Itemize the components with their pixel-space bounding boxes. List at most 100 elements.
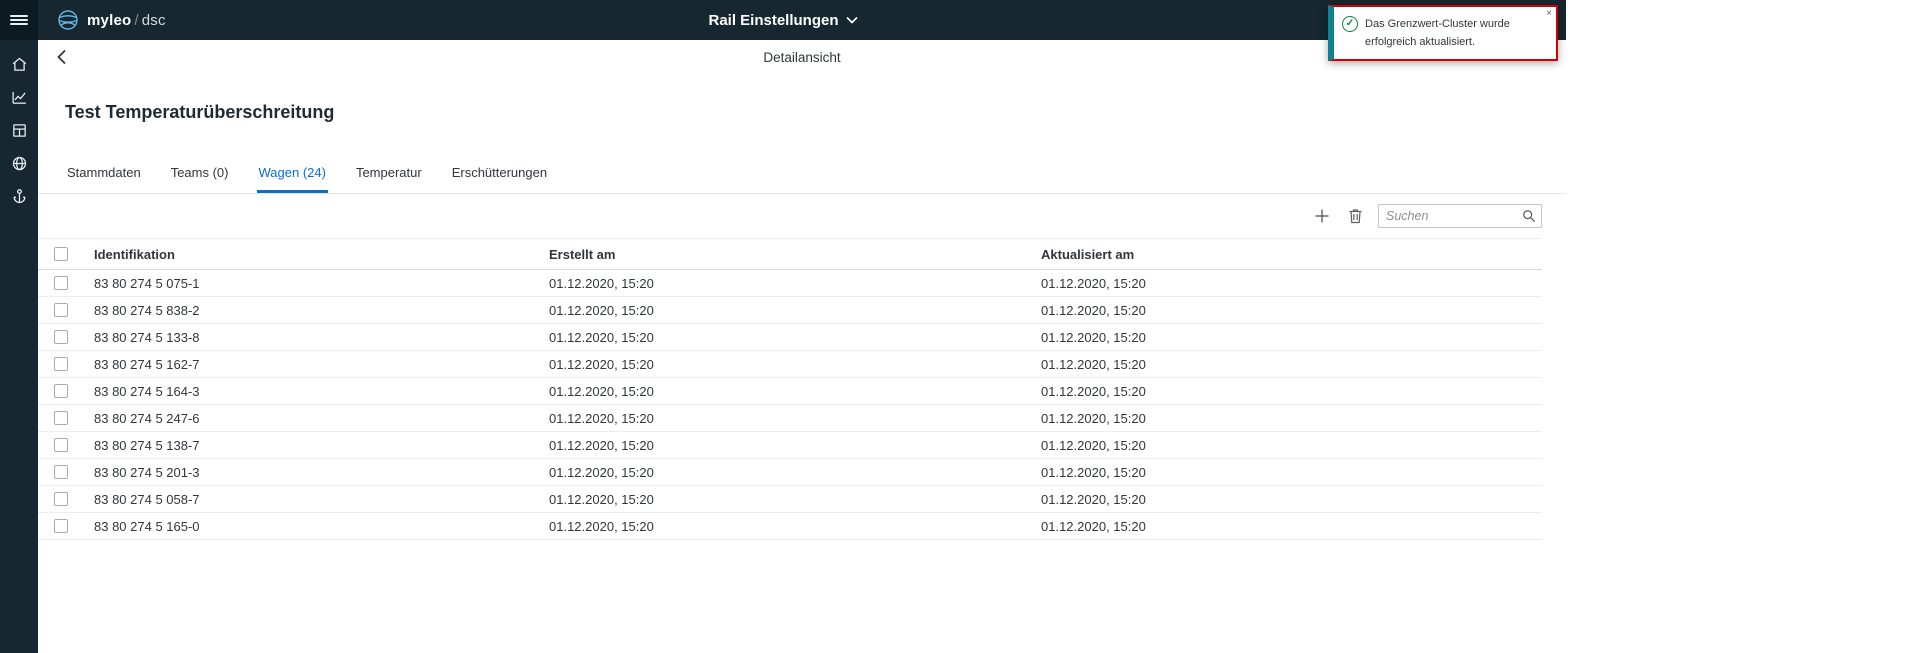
cell-erstellt-am: 01.12.2020, 15:20 (549, 518, 654, 534)
row-checkbox[interactable] (54, 438, 68, 452)
globe-icon (11, 155, 28, 172)
select-all-checkbox[interactable] (54, 247, 68, 261)
cell-aktualisiert-am: 01.12.2020, 15:20 (1041, 275, 1146, 291)
cell-erstellt-am: 01.12.2020, 15:20 (549, 491, 654, 507)
cell-aktualisiert-am: 01.12.2020, 15:20 (1041, 491, 1146, 507)
row-checkbox[interactable] (54, 384, 68, 398)
cell-identifikation: 83 80 274 5 133-8 (94, 329, 200, 345)
tab-teams[interactable]: Teams (0) (170, 165, 229, 180)
main-content: Detailansicht Test Temperaturüberschreit… (38, 40, 1566, 653)
cell-identifikation: 83 80 274 5 075-1 (94, 275, 200, 291)
detail-view-title: Detailansicht (763, 49, 841, 65)
column-header-identifikation: Identifikation (94, 246, 175, 262)
cell-aktualisiert-am: 01.12.2020, 15:20 (1041, 302, 1146, 318)
row-checkbox[interactable] (54, 465, 68, 479)
cell-identifikation: 83 80 274 5 838-2 (94, 302, 200, 318)
column-header-erstellt-am: Erstellt am (549, 246, 616, 262)
home-icon (11, 56, 28, 73)
chart-icon (11, 89, 28, 106)
anchor-icon (11, 188, 28, 205)
cell-identifikation: 83 80 274 5 058-7 (94, 491, 200, 507)
sidebar-item-anchor[interactable] (0, 180, 38, 213)
table-row[interactable]: 83 80 274 5 838-2 01.12.2020, 15:20 01.1… (38, 297, 1542, 324)
cell-erstellt-am: 01.12.2020, 15:20 (549, 275, 654, 291)
row-checkbox[interactable] (54, 357, 68, 371)
app-title-dropdown[interactable]: Rail Einstellungen (708, 11, 858, 29)
hamburger-icon (10, 13, 28, 27)
row-checkbox[interactable] (54, 303, 68, 317)
table-body: 83 80 274 5 075-1 01.12.2020, 15:20 01.1… (38, 270, 1542, 540)
table-header-row: Identifikation Erstellt am Aktualisiert … (38, 239, 1542, 270)
success-check-icon: ✓ (1342, 16, 1358, 32)
cell-identifikation: 83 80 274 5 138-7 (94, 437, 200, 453)
sidebar-item-global[interactable] (0, 147, 38, 180)
wagen-table: Identifikation Erstellt am Aktualisiert … (38, 238, 1542, 540)
cell-aktualisiert-am: 01.12.2020, 15:20 (1041, 518, 1146, 534)
table-row[interactable]: 83 80 274 5 162-7 01.12.2020, 15:20 01.1… (38, 351, 1542, 378)
back-button[interactable] (50, 40, 73, 74)
tab-stammdaten[interactable]: Stammdaten (67, 165, 141, 180)
detail-header: Detailansicht (38, 40, 1566, 74)
cell-erstellt-am: 01.12.2020, 15:20 (549, 464, 654, 480)
cell-erstellt-am: 01.12.2020, 15:20 (549, 437, 654, 453)
table-row[interactable]: 83 80 274 5 133-8 01.12.2020, 15:20 01.1… (38, 324, 1542, 351)
sidebar-item-analytics[interactable] (0, 81, 38, 114)
cell-erstellt-am: 01.12.2020, 15:20 (549, 410, 654, 426)
tab-strip: Stammdaten Teams (0) Wagen (24) Temperat… (38, 159, 1566, 194)
brand-logo[interactable]: myleo / dsc (38, 8, 166, 32)
brand-text: myleo / dsc (87, 11, 166, 29)
row-checkbox[interactable] (54, 411, 68, 425)
app-window: myleo / dsc Rail Einstellungen ✓ Das Grenz… (0, 0, 1566, 653)
delete-icon (1348, 208, 1363, 224)
cell-identifikation: 83 80 274 5 165-0 (94, 518, 200, 534)
cell-erstellt-am: 01.12.2020, 15:20 (549, 383, 654, 399)
cell-identifikation: 83 80 274 5 162-7 (94, 356, 200, 372)
delete-button[interactable] (1345, 206, 1365, 226)
search-input[interactable] (1386, 209, 1522, 223)
top-bar: myleo / dsc Rail Einstellungen ✓ Das Grenz… (0, 0, 1566, 62)
table-row[interactable]: 83 80 274 5 164-3 01.12.2020, 15:20 01.1… (38, 378, 1542, 405)
reports-icon (11, 122, 28, 139)
table-row[interactable]: 83 80 274 5 165-0 01.12.2020, 15:20 01.1… (38, 513, 1542, 540)
add-icon (1314, 208, 1330, 224)
search-box (1378, 204, 1542, 228)
toast-close-icon[interactable]: × (1546, 8, 1552, 19)
table-row[interactable]: 83 80 274 5 075-1 01.12.2020, 15:20 01.1… (38, 270, 1542, 297)
row-checkbox[interactable] (54, 519, 68, 533)
app-title: Rail Einstellungen (708, 11, 839, 29)
table-row[interactable]: 83 80 274 5 201-3 01.12.2020, 15:20 01.1… (38, 459, 1542, 486)
row-checkbox[interactable] (54, 330, 68, 344)
cell-identifikation: 83 80 274 5 247-6 (94, 410, 200, 426)
table-row[interactable]: 83 80 274 5 138-7 01.12.2020, 15:20 01.1… (38, 432, 1542, 459)
tab-wagen[interactable]: Wagen (24) (256, 159, 328, 193)
sidebar-item-reports[interactable] (0, 114, 38, 147)
cell-erstellt-am: 01.12.2020, 15:20 (549, 329, 654, 345)
cell-aktualisiert-am: 01.12.2020, 15:20 (1041, 356, 1146, 372)
tab-temperatur[interactable]: Temperatur (355, 165, 422, 180)
cell-aktualisiert-am: 01.12.2020, 15:20 (1041, 437, 1146, 453)
cell-aktualisiert-am: 01.12.2020, 15:20 (1041, 410, 1146, 426)
toast-message: Das Grenzwert-Cluster wurde erfolgreich … (1365, 18, 1510, 49)
chevron-down-icon (845, 16, 858, 24)
column-header-aktualisiert-am: Aktualisiert am (1041, 246, 1135, 262)
cell-erstellt-am: 01.12.2020, 15:20 (549, 302, 654, 318)
sidebar-item-home[interactable] (0, 48, 38, 81)
myleo-logo-icon (56, 8, 80, 32)
table-row[interactable]: 83 80 274 5 247-6 01.12.2020, 15:20 01.1… (38, 405, 1542, 432)
row-checkbox[interactable] (54, 492, 68, 506)
search-icon[interactable] (1522, 209, 1536, 223)
row-checkbox[interactable] (54, 276, 68, 290)
sidebar-nav (0, 40, 38, 653)
table-toolbar (38, 194, 1566, 238)
cell-aktualisiert-am: 01.12.2020, 15:20 (1041, 329, 1146, 345)
cell-identifikation: 83 80 274 5 201-3 (94, 464, 200, 480)
toast-notification: ✓ Das Grenzwert-Cluster wurde erfolgreic… (1328, 5, 1558, 62)
table-row[interactable]: 83 80 274 5 058-7 01.12.2020, 15:20 01.1… (38, 486, 1542, 513)
cell-aktualisiert-am: 01.12.2020, 15:20 (1041, 464, 1146, 480)
tab-erschuetterungen[interactable]: Erschütterungen (451, 165, 548, 180)
cell-erstellt-am: 01.12.2020, 15:20 (549, 356, 654, 372)
cell-aktualisiert-am: 01.12.2020, 15:20 (1041, 383, 1146, 399)
add-button[interactable] (1312, 206, 1332, 226)
menu-button[interactable] (0, 0, 38, 40)
page-title: Test Temperaturüberschreitung (65, 102, 335, 122)
